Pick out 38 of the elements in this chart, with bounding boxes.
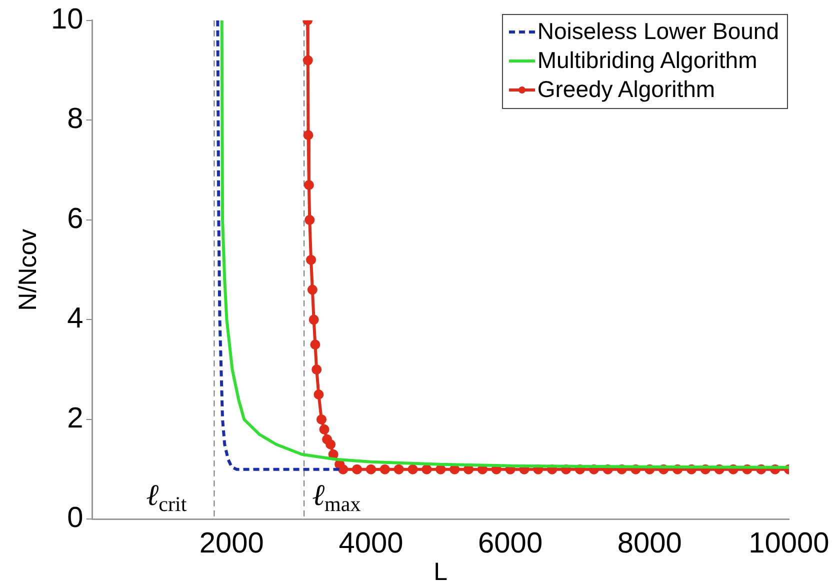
x-axis-title: L: [434, 558, 448, 586]
point: [303, 130, 314, 140]
y-tick-label: 8: [67, 103, 84, 136]
point: [314, 390, 324, 400]
x-tick-label: 2000: [199, 528, 264, 560]
x-tick-label: 10000: [748, 528, 830, 560]
point: [408, 464, 418, 474]
point: [316, 414, 326, 424]
y-tick-label: 6: [67, 202, 84, 235]
point: [307, 284, 318, 295]
point: [380, 464, 390, 474]
y-tick-label: 10: [50, 3, 84, 36]
point: [310, 340, 320, 350]
y-tick-label: 0: [67, 502, 84, 534]
point: [366, 464, 376, 474]
point: [394, 464, 404, 474]
point: [319, 424, 330, 434]
x-tick-label: 4000: [338, 528, 404, 560]
point: [352, 464, 362, 474]
point: [328, 449, 338, 460]
legend-label: Multibriding Algorithm: [537, 46, 758, 75]
point: [436, 464, 446, 474]
point: [312, 364, 322, 375]
y-axis-title: N/Ncov: [14, 228, 42, 311]
x-tick-label: 6000: [478, 528, 543, 560]
y-tick-label: 4: [67, 302, 84, 335]
point: [326, 439, 336, 450]
y-tick-label: 2: [67, 402, 84, 434]
point: [302, 55, 313, 66]
point: [422, 464, 432, 474]
point: [308, 314, 319, 325]
legend-label: Greedy Algorithm: [537, 75, 716, 104]
point: [306, 254, 316, 265]
point: [338, 464, 348, 474]
x-tick-label: 8000: [617, 528, 682, 560]
legend-label: Noiseless Lower Bound: [537, 17, 779, 46]
point: [304, 180, 314, 190]
point: [304, 214, 315, 225]
